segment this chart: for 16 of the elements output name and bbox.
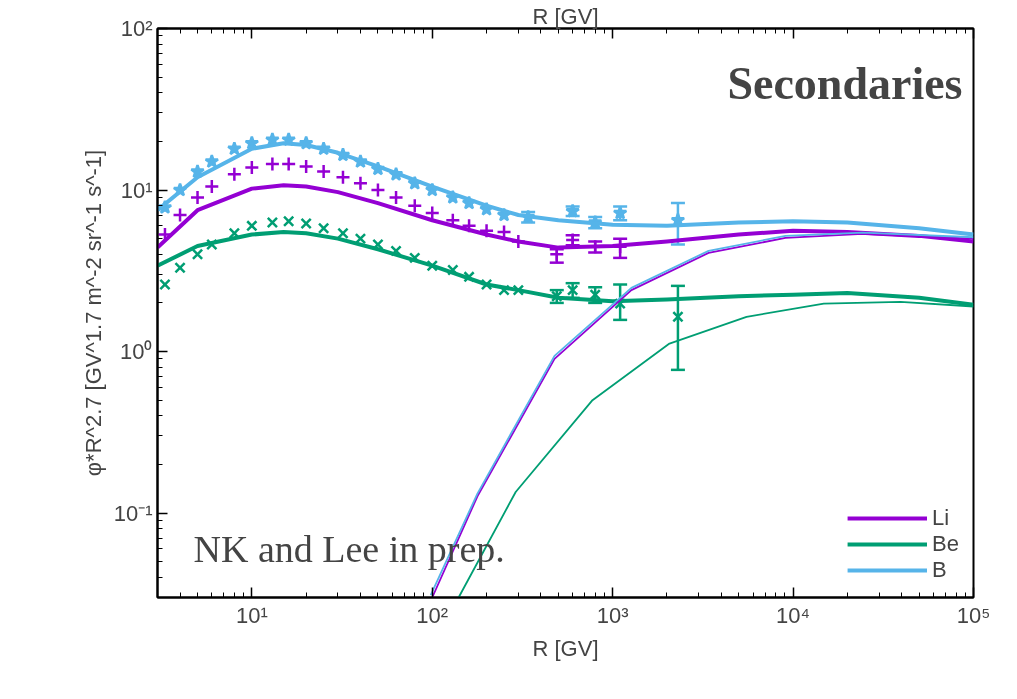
- legend-label: Be: [932, 531, 959, 557]
- x2-axis-title: R [GV]: [532, 3, 599, 29]
- x-tick-label: 10⁴: [776, 602, 811, 628]
- x-tick-label: 10⁵: [956, 602, 991, 628]
- text: Secondaries: [727, 57, 963, 109]
- y-tick-label: 10²: [120, 16, 153, 41]
- x-tick-label: 10³: [596, 602, 629, 628]
- x-tick-label: 10¹: [235, 602, 268, 628]
- x-tick-label: 10²: [416, 602, 449, 628]
- y-tick-label: 10⁻¹: [113, 500, 153, 526]
- legend-label: B: [932, 557, 948, 583]
- y-tick-label: 10⁰: [120, 339, 153, 365]
- legend-label: Li: [932, 505, 951, 531]
- x-axis-title: R [GV]: [532, 635, 599, 661]
- y-tick-label: 10¹: [120, 177, 153, 203]
- y-axis-title: φ*R^2.7 [GV^1.7 m^-2 sr^-1 s^-1]: [80, 149, 106, 477]
